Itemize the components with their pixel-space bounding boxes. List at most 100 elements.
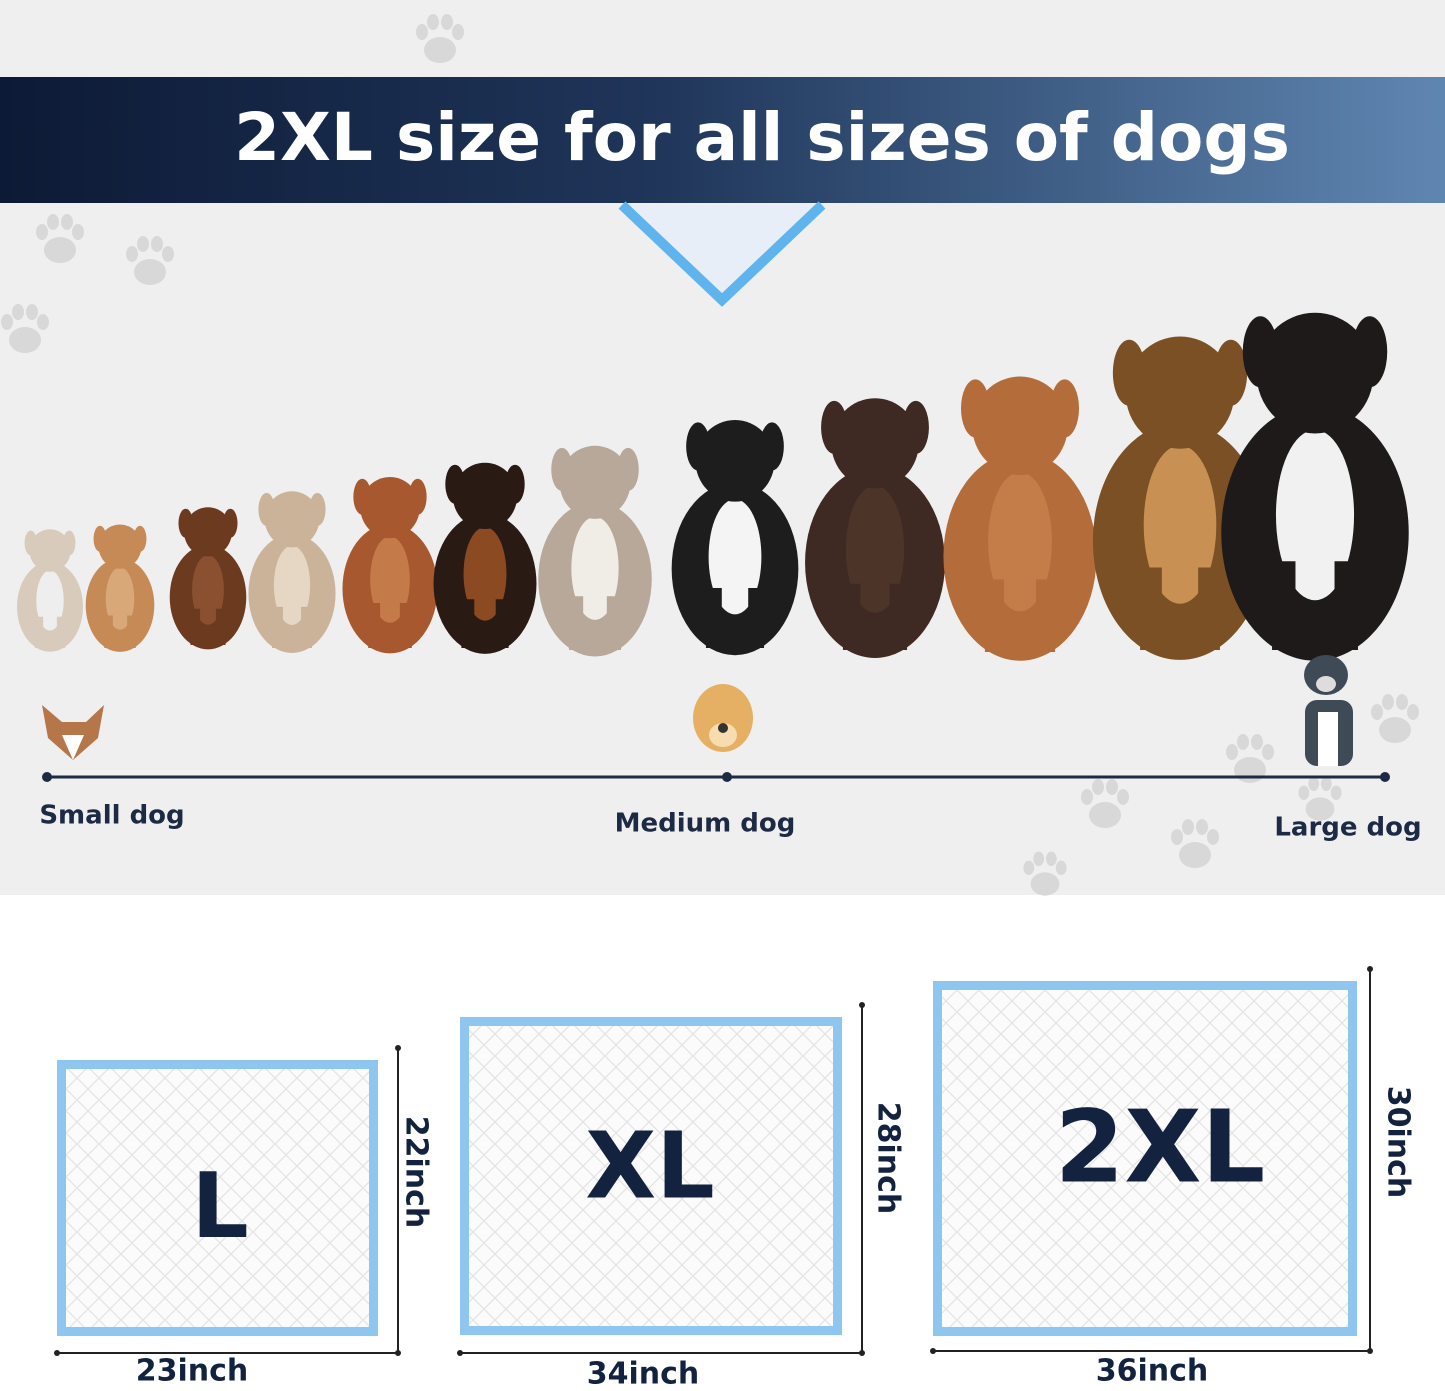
dog <box>943 376 1097 661</box>
pads: L 23inch 22inch XL 34inch 28inch 2XL 36inch 30in… <box>54 966 1416 1391</box>
paw <box>1371 694 1419 743</box>
pad-width: 34inch <box>587 1357 700 1391</box>
dog-head <box>972 376 1068 476</box>
dog-ear <box>408 478 427 515</box>
dog-ear <box>760 422 784 471</box>
dog-leg <box>215 608 226 645</box>
small-dog-icon <box>42 705 104 760</box>
paw-toe <box>1251 734 1263 750</box>
paw-toe <box>1371 704 1383 720</box>
paw-toe <box>1298 785 1310 800</box>
dog-head <box>1125 336 1235 449</box>
medium-dog-icon <box>693 684 753 752</box>
pad-width: 36inch <box>1096 1354 1209 1389</box>
dog-leg <box>34 616 44 648</box>
paw <box>36 214 84 263</box>
paw-toe <box>1207 829 1219 845</box>
dog-leg <box>1035 579 1056 652</box>
dim-dot <box>457 1350 463 1356</box>
paw-toe <box>1023 860 1035 875</box>
dog-chest <box>1143 445 1217 604</box>
dog-leg <box>748 588 765 648</box>
paw-pad <box>1379 717 1411 743</box>
scale-dot <box>1380 772 1390 782</box>
paw-pad <box>1030 872 1060 896</box>
dog-chest <box>192 555 224 625</box>
paw-pad <box>1089 802 1121 828</box>
paw <box>1171 819 1219 868</box>
paw-toe <box>427 14 439 30</box>
pad-size: 2XL <box>1055 1088 1265 1205</box>
dim-dot <box>859 1002 865 1008</box>
paw-toe <box>126 246 138 262</box>
dog-ear <box>133 525 147 552</box>
dog-leg <box>495 599 509 648</box>
dog-chest <box>36 570 64 631</box>
dog-leg <box>1140 567 1162 650</box>
paw-pad <box>424 37 456 63</box>
scale-label: Medium dog <box>615 809 796 839</box>
dog <box>538 445 652 657</box>
paw-toe <box>162 246 174 262</box>
dog-head <box>184 507 232 557</box>
paw-toe <box>36 224 48 240</box>
dog-chest <box>105 567 135 630</box>
large-dog-icon <box>1304 655 1353 766</box>
paw <box>1081 779 1129 828</box>
dog <box>1092 336 1268 660</box>
dog-chest <box>845 485 905 613</box>
dog <box>805 398 945 658</box>
dog-leg <box>127 615 136 648</box>
dog-chest <box>463 527 507 621</box>
dog-leg <box>301 606 312 648</box>
dog-ear <box>1214 339 1248 406</box>
dog-chest <box>988 472 1052 612</box>
dog-leg <box>1198 567 1220 650</box>
dog-ear <box>1242 316 1278 388</box>
paw-toe <box>1226 744 1238 760</box>
pad-surface <box>66 1069 369 1327</box>
dim-dot <box>930 1348 936 1354</box>
dog-head <box>831 398 919 489</box>
pad-height: 28inch <box>871 1102 906 1215</box>
dog-chest <box>370 536 410 623</box>
pad-height: 30inch <box>1381 1086 1416 1199</box>
paw-toe <box>1196 819 1208 835</box>
dog-leg <box>56 616 66 648</box>
dog-ear <box>902 400 929 454</box>
paw <box>416 14 464 63</box>
paw-pad <box>1305 797 1335 821</box>
dog-chest <box>1275 429 1355 601</box>
dog-leg <box>272 606 283 648</box>
dog-ear <box>505 464 525 504</box>
dog-leg <box>1272 561 1296 650</box>
scale-dot <box>42 772 52 782</box>
dog-leg <box>568 596 584 650</box>
paw-toe <box>137 236 149 252</box>
pad-height: 22inch <box>399 1116 434 1229</box>
paw-toe <box>452 24 464 40</box>
dog-leg <box>368 603 381 648</box>
dog-head <box>1256 312 1374 434</box>
paw-toe <box>1106 779 1118 795</box>
pointer <box>618 201 826 307</box>
scale-label: Small dog <box>39 801 184 831</box>
dim-dot <box>395 1350 401 1356</box>
dog-ear <box>551 447 573 491</box>
dog-ear <box>1112 339 1146 406</box>
dog-leg <box>399 603 412 648</box>
dog-ear <box>309 492 326 526</box>
pad-surface <box>942 990 1348 1327</box>
paw-toe <box>151 236 163 252</box>
dog <box>248 491 336 653</box>
dog-head <box>559 445 631 519</box>
dog-ear <box>258 492 275 526</box>
pad-size: XL <box>585 1112 715 1219</box>
paw-toe <box>12 304 24 320</box>
dog-ear <box>353 478 372 515</box>
dog <box>85 524 155 652</box>
paw-toe <box>1320 776 1332 791</box>
paw-toe <box>1117 789 1129 805</box>
paw-toe <box>1 314 13 330</box>
dog-ear <box>1050 379 1080 438</box>
